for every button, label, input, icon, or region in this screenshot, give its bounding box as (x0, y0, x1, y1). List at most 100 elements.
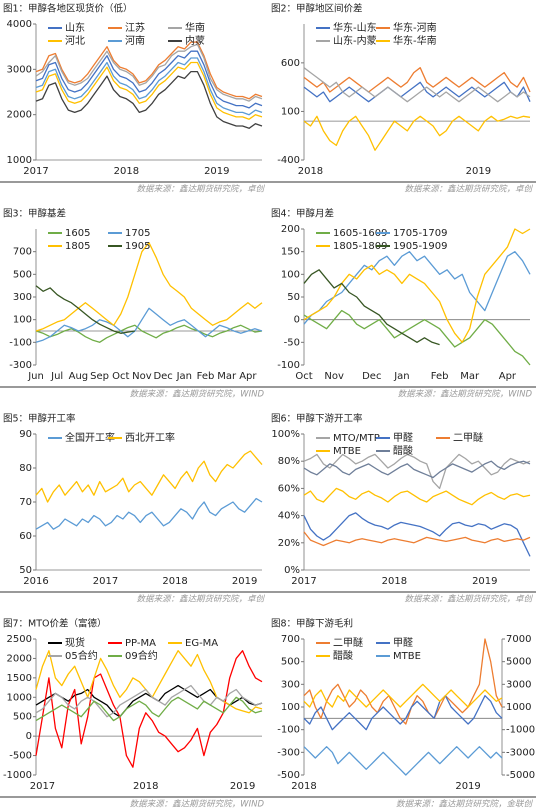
y-tick-label: -50 (284, 337, 300, 348)
y-tick-label: -500 (9, 751, 32, 762)
y-tick-label: 1000 (7, 692, 32, 703)
legend-label: 山东 (65, 21, 85, 34)
x-tick-label: 2017 (30, 781, 55, 792)
y-tick-label: 80% (278, 456, 300, 467)
y-tick-label: 0% (284, 565, 300, 576)
source-note: 数据来源：鑫达期货研究院，WIND (398, 389, 533, 400)
series-line (35, 43, 263, 102)
chart-title: 图8：甲醇下游毛利 (271, 618, 353, 630)
legend-label: EG-MA (185, 638, 218, 649)
series-line (303, 460, 531, 479)
y-tick-label: 100 (13, 315, 32, 326)
source-note: 数据来源：鑫达期货研究院，WIND (130, 389, 265, 400)
series-line (303, 67, 531, 103)
series-line (35, 450, 263, 503)
series-line (303, 683, 503, 708)
legend-label: PP-MA (125, 638, 156, 649)
x-tick-label: 2018 (382, 576, 407, 587)
y-tick-label: 0 (26, 731, 32, 742)
series-line (303, 487, 531, 506)
series-line (35, 684, 263, 718)
y-tick-label: 60% (278, 483, 300, 494)
x-tick-label: 2017 (93, 576, 118, 587)
y-tick-label: 100 (281, 269, 300, 280)
y2-tick-label: -1000 (506, 725, 535, 736)
y-tick-label: -1000 (3, 770, 32, 781)
y-tick-label: 100 (281, 106, 300, 117)
x-tick-label: Oct (295, 371, 312, 382)
legend-label: 1705 (125, 228, 150, 239)
source-note: 数据来源：鑫达期货研究院，卓创 (136, 594, 265, 605)
x-tick-label: Jul (50, 371, 63, 382)
y2-tick-label: 3000 (506, 679, 531, 690)
series-line (303, 67, 531, 93)
chart-title: 图4：甲醇月差 (271, 208, 334, 220)
legend-label: 华东-华南 (393, 34, 437, 47)
legend-label: 二甲醚 (333, 636, 363, 649)
y-tick-label: -300 (277, 747, 300, 758)
legend-label: 甲醛 (393, 636, 413, 649)
legend-label: 河南 (125, 34, 145, 47)
legend-label: 1605 (65, 228, 90, 239)
y-tick-label: 70 (19, 497, 32, 508)
x-tick-label: Nov (324, 371, 344, 382)
x-tick-label: 2019 (472, 576, 497, 587)
y-tick-label: 600 (281, 58, 300, 69)
y2-tick-label: 7000 (506, 634, 531, 645)
legend-label: MTBE (393, 651, 421, 662)
y-tick-label: 50 (19, 565, 32, 576)
y-tick-label: 4000 (7, 19, 32, 30)
series-line (35, 61, 263, 120)
legend-label: 甲醛 (393, 431, 413, 444)
y-tick-label: 1000 (7, 155, 32, 166)
x-tick-label: Nov (132, 371, 152, 382)
legend-label: 05合约 (65, 649, 98, 662)
y-tick-label: 80 (19, 463, 32, 474)
y-tick-label: 0 (294, 315, 300, 326)
series-line (35, 285, 135, 334)
y2-tick-label: -3000 (506, 747, 535, 758)
legend-label: 1805 (65, 241, 90, 252)
x-tick-label: 2017 (291, 576, 316, 587)
y2-tick-label: 1000 (506, 702, 531, 713)
legend-label: MTBE (333, 446, 361, 457)
y-tick-label: 500 (13, 269, 32, 280)
x-tick-label: Apr (239, 371, 257, 382)
source-note: 数据来源：鑫达期货研究院，金联创 (396, 799, 534, 810)
series-line (303, 115, 531, 151)
x-tick-label: Mar (217, 371, 237, 382)
legend-label: 1905 (125, 241, 150, 252)
x-tick-label: 2018 (114, 166, 139, 177)
chart-title: 图3：甲醇基差 (3, 208, 66, 220)
y-tick-label: 20% (278, 538, 300, 549)
y-tick-label: -100 (277, 360, 300, 371)
legend-label: 山东-内蒙 (333, 34, 377, 47)
y-tick-label: 50 (287, 292, 300, 303)
x-tick-label: Jan (176, 371, 192, 382)
y-tick-label: -300 (9, 360, 32, 371)
chart-title: 图2：甲醇地区间价差 (271, 3, 363, 15)
series-line (303, 531, 531, 547)
series-line (303, 453, 531, 490)
series-line (35, 650, 263, 768)
series-line (303, 746, 503, 776)
chart-title: 图6：甲醇下游开工率 (271, 413, 363, 425)
x-tick-label: 2019 (466, 166, 491, 177)
y-tick-label: 700 (13, 247, 32, 258)
legend-label: MTO/MTP (333, 433, 380, 444)
y-tick-label: 2500 (7, 634, 32, 645)
source-note: 数据来源：鑫达期货研究院，WIND (130, 799, 265, 810)
x-tick-label: Oct (112, 371, 129, 382)
series-line (35, 57, 263, 116)
series-line (35, 307, 263, 343)
source-note: 数据来源：鑫达期货研究院，卓创 (404, 184, 533, 195)
x-tick-label: 2019 (232, 576, 257, 587)
chart-title: 图5：甲醇开工率 (3, 413, 76, 425)
y-tick-label: 60 (19, 531, 32, 542)
y-tick-label: -400 (277, 155, 300, 166)
x-tick-label: 2018 (162, 576, 187, 587)
chart-title: 图1：甲醇各地区现货价（低） (3, 3, 133, 15)
x-tick-label: 2019 (455, 781, 480, 792)
series-line (35, 497, 263, 530)
